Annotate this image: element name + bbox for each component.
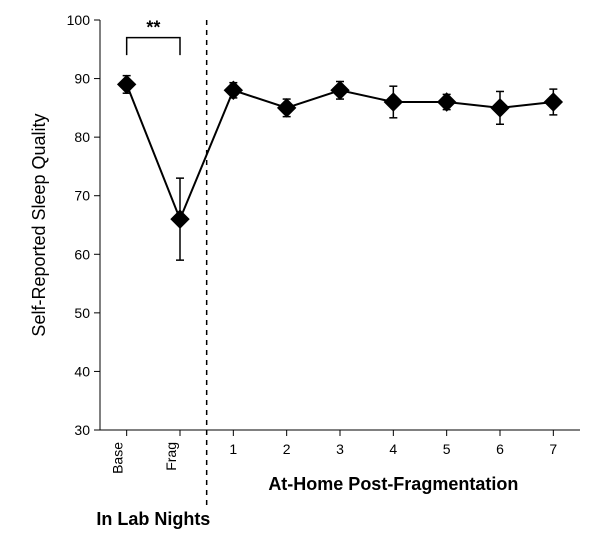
significance-label: ** bbox=[146, 18, 160, 38]
y-tick-label: 80 bbox=[74, 129, 90, 145]
y-axis-title: Self-Reported Sleep Quality bbox=[29, 113, 49, 336]
group-label-home: At-Home Post-Fragmentation bbox=[268, 474, 518, 494]
significance-bracket bbox=[127, 38, 180, 56]
x-tick-label: 1 bbox=[229, 441, 237, 457]
data-marker bbox=[491, 99, 509, 117]
x-tick-label: 4 bbox=[389, 441, 397, 457]
data-marker bbox=[171, 210, 189, 228]
y-tick-label: 70 bbox=[74, 188, 90, 204]
data-marker bbox=[438, 93, 456, 111]
chart-svg: 30 40 50 60 70 80 90 100 Self-Reported Sleep Qua… bbox=[0, 0, 600, 560]
chart-container: { "type": "line-errorbar", "canvas": { "… bbox=[0, 0, 600, 560]
x-tick-label: 3 bbox=[336, 441, 344, 457]
x-tick-label: 6 bbox=[496, 441, 504, 457]
data-marker bbox=[331, 81, 349, 99]
y-tick-label: 90 bbox=[74, 71, 90, 87]
y-tick-label: 40 bbox=[74, 363, 90, 379]
x-tick-label: 2 bbox=[283, 441, 291, 457]
y-tick-label: 50 bbox=[74, 305, 90, 321]
data-marker bbox=[224, 81, 242, 99]
series-line bbox=[127, 84, 554, 219]
x-tick-label: 5 bbox=[443, 441, 451, 457]
x-tick-label: 7 bbox=[549, 441, 557, 457]
data-marker bbox=[544, 93, 562, 111]
x-tick-label: Base bbox=[110, 442, 126, 474]
data-marker bbox=[384, 93, 402, 111]
y-tick-label: 100 bbox=[67, 12, 91, 28]
group-label-lab: In Lab Nights bbox=[96, 509, 210, 529]
y-tick-label: 60 bbox=[74, 246, 90, 262]
x-tick-label: Frag bbox=[163, 442, 179, 471]
y-tick-label: 30 bbox=[74, 422, 90, 438]
data-marker bbox=[118, 75, 136, 93]
data-marker bbox=[278, 99, 296, 117]
